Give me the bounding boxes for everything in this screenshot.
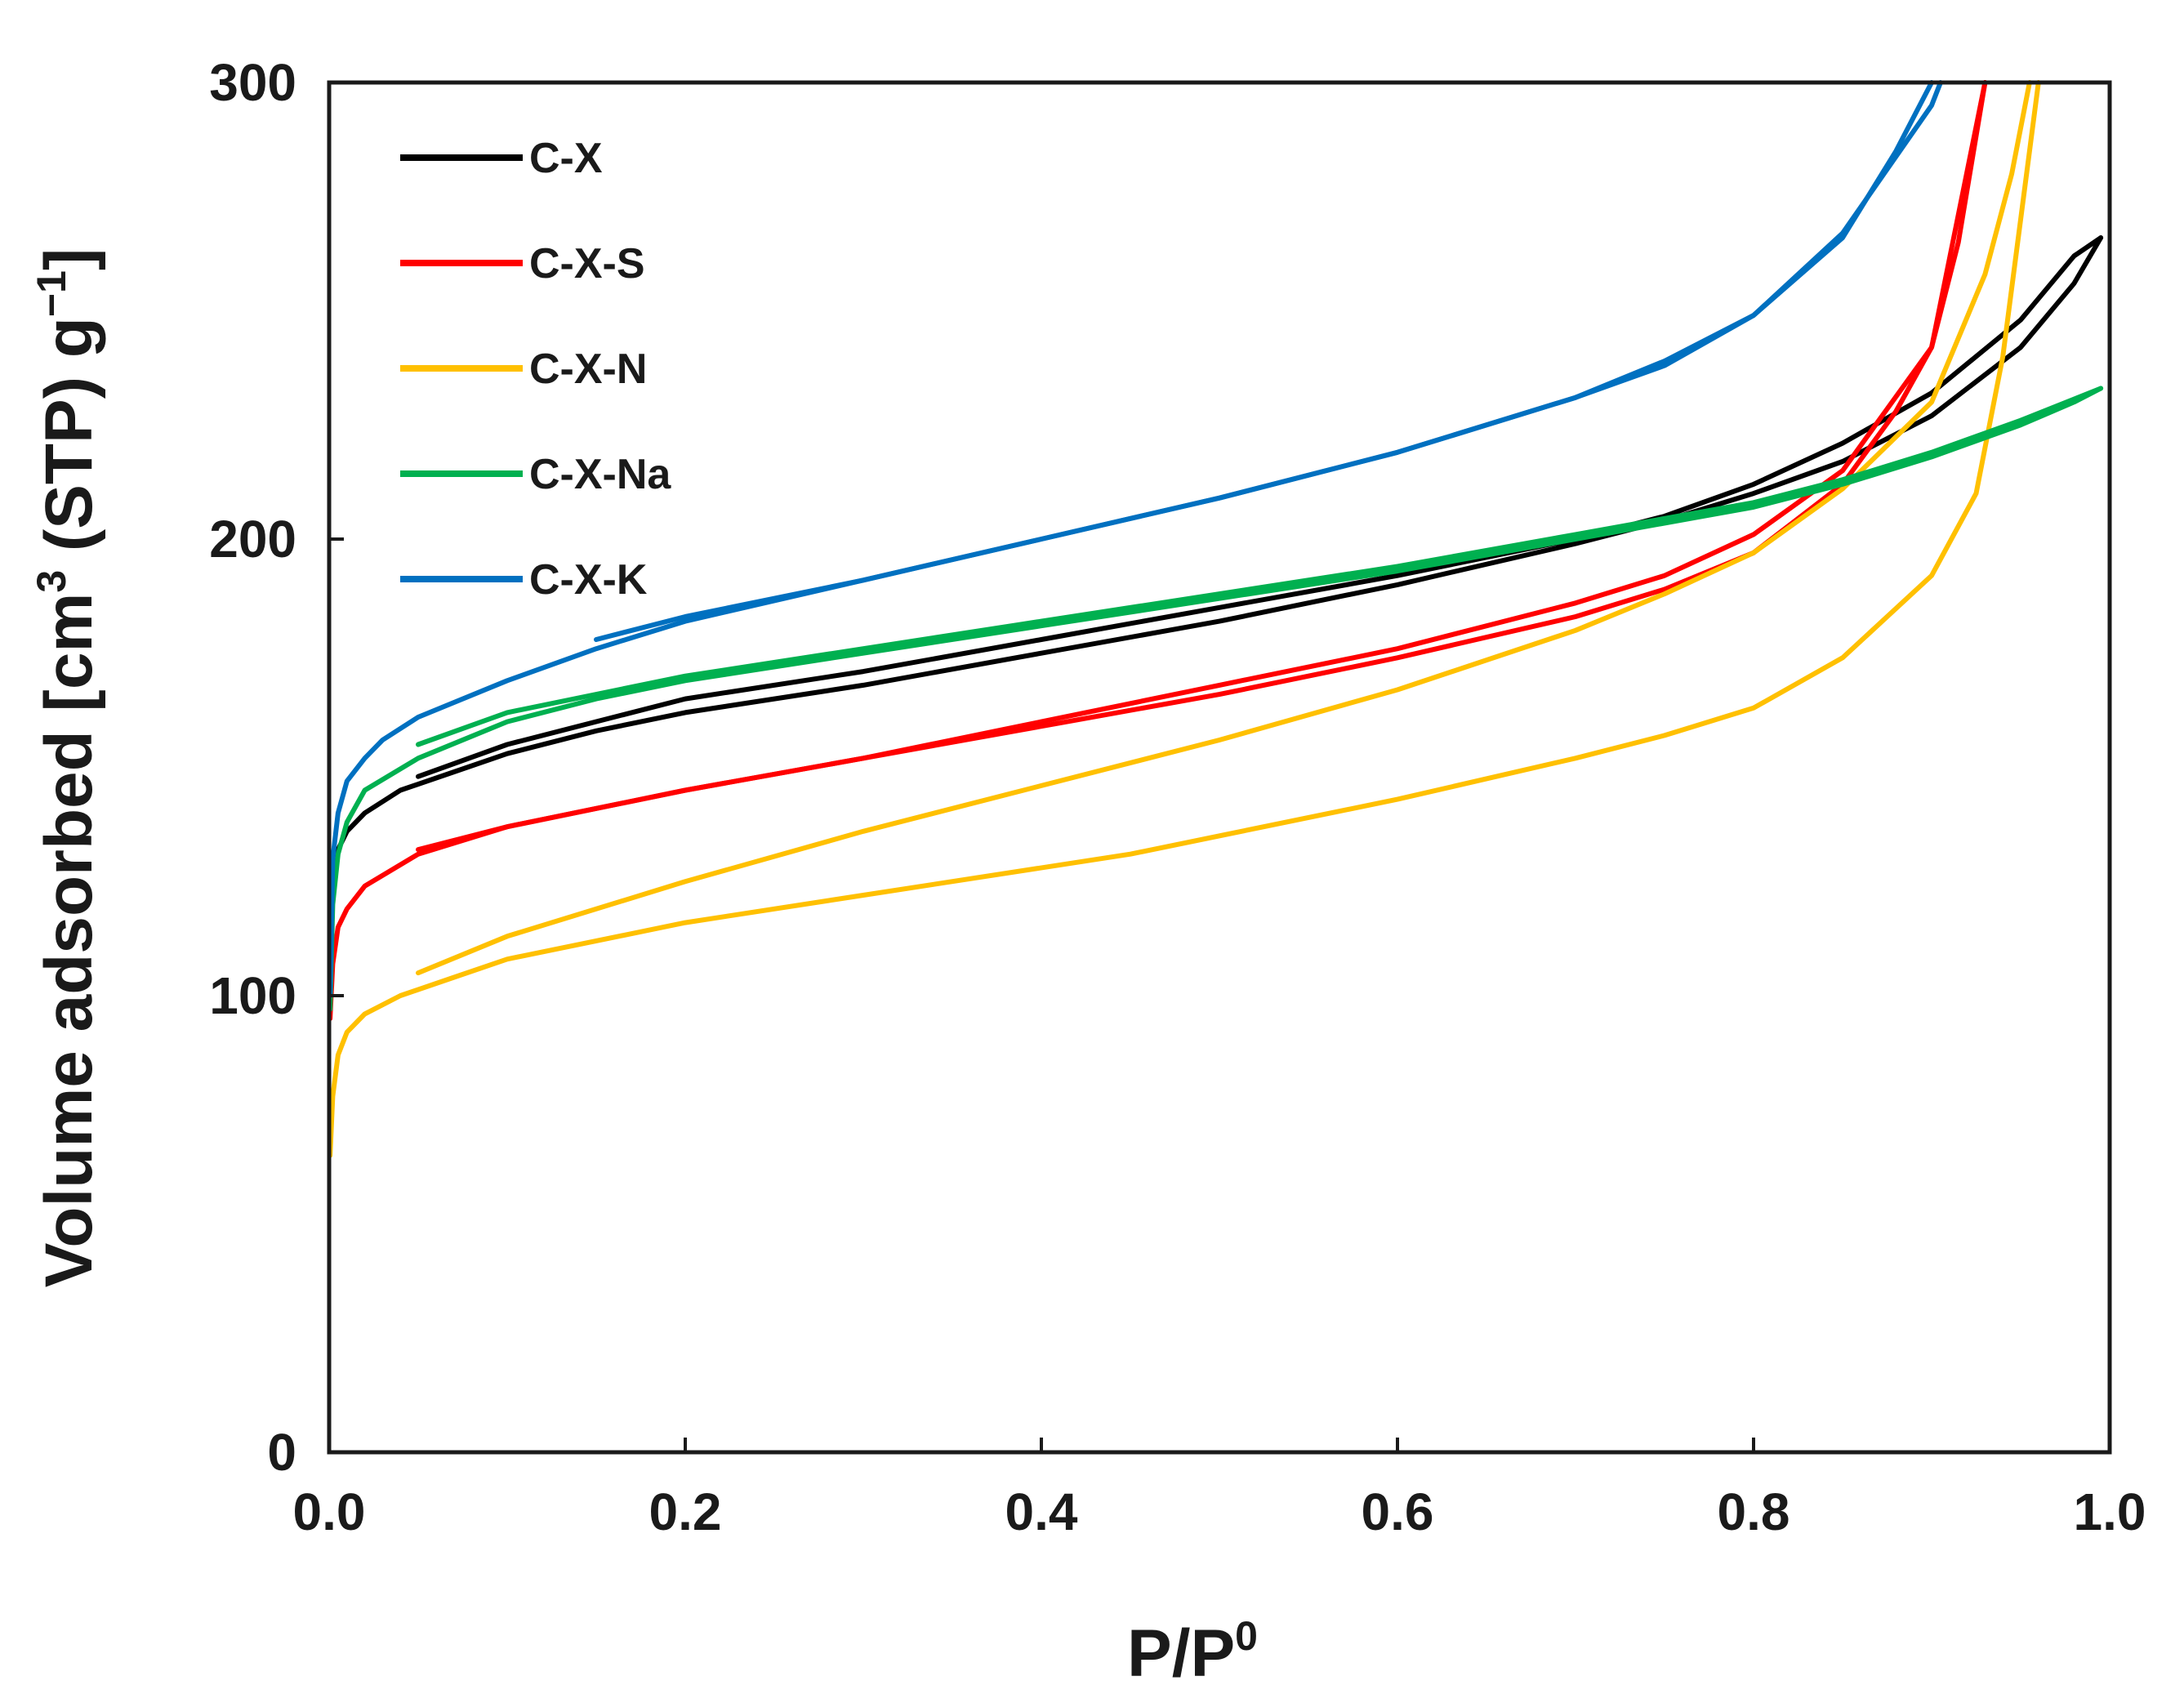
y-axis-title: Volume adsorbed [cm3 (STP) g−1] [29, 248, 106, 1287]
legend-c-x-s-label: C-X-S [529, 240, 645, 288]
legend-c-x-n-label: C-X-N [529, 346, 647, 393]
series-c-x-k-desorption-line [594, 80, 1943, 642]
plot-frame [327, 80, 2112, 1455]
y-axis-title-middle: (STP) g [32, 317, 106, 570]
series-c-x-s-desorption-line [416, 80, 1988, 853]
x-tick-label: 0.4 [1005, 1482, 1078, 1541]
series-c-x-n-adsorption-line [328, 80, 2041, 1158]
x-axis-title: P/P0 [1127, 1613, 1258, 1691]
y-tick-label: 100 [209, 966, 296, 1025]
legend-c-x-k-label: C-X-K [529, 556, 648, 604]
x-axis-title-sup: 0 [1235, 1613, 1258, 1659]
series-layer [328, 80, 2104, 1158]
legend-c-x-na-label: C-X-Na [529, 451, 671, 498]
x-tick-label: 0.6 [1362, 1482, 1434, 1541]
series-c-x-n-desorption-line [416, 80, 2032, 976]
ticks-layer: 0.0 0.2 0.4 0.6 0.8 1.0 0 100 200 300 [209, 53, 2146, 1541]
y-tick-label: 300 [209, 53, 296, 112]
x-axis-title-main: P/P [1127, 1616, 1235, 1691]
y-axis-title-suffix: ] [32, 248, 106, 270]
legend-c-x-label: C-X [529, 135, 603, 182]
x-tick-label: 0.2 [649, 1482, 722, 1541]
x-tick-label: 0.8 [1718, 1482, 1790, 1541]
y-tick-label: 0 [267, 1423, 296, 1482]
series-c-x-na-desorption-line [416, 386, 2104, 747]
series-c-x-adsorption-line [328, 235, 2104, 907]
series-c-x-na-adsorption-line [328, 386, 2104, 1012]
x-tick-label: 0.0 [293, 1482, 366, 1541]
legend: C-X C-X-S C-X-N C-X-Na C-X-K [400, 135, 671, 604]
y-axis-title-sup2: −1 [29, 270, 74, 317]
x-tick-label: 1.0 [2074, 1482, 2146, 1541]
y-axis-title-prefix: Volume adsorbed [cm [32, 593, 106, 1288]
y-tick-label: 200 [209, 510, 296, 568]
y-axis-title-sup1: 3 [29, 570, 74, 593]
